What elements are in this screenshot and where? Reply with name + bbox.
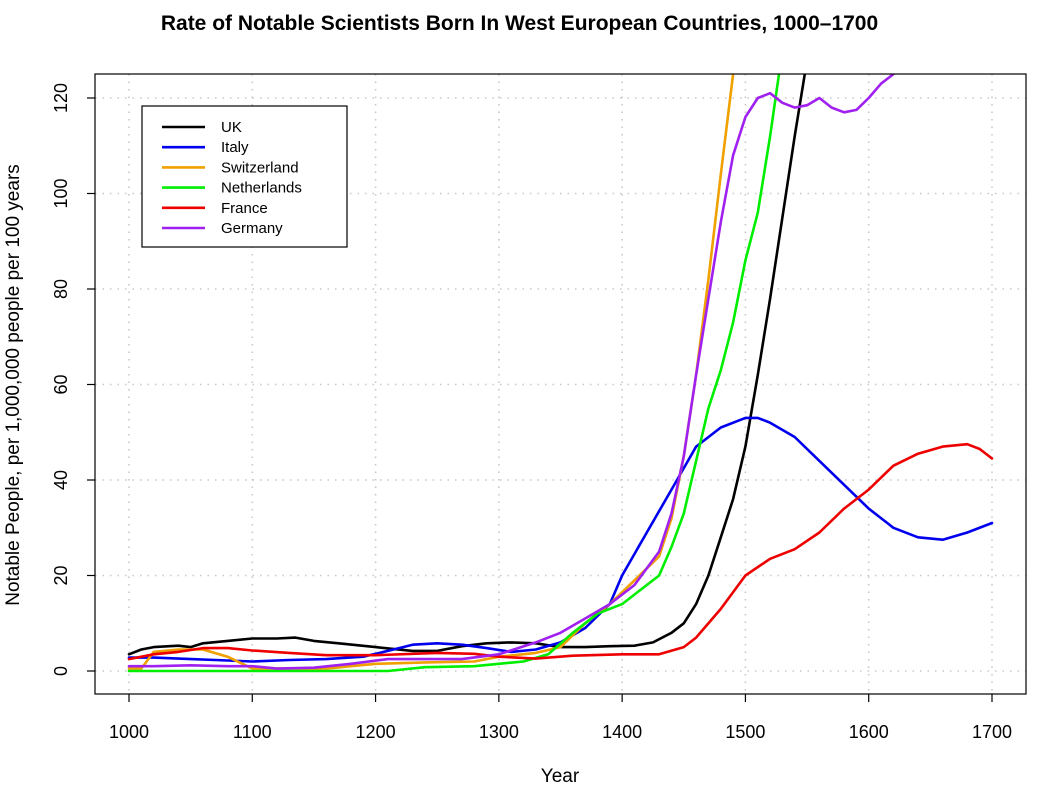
x-tick-label: 1000 [109,722,149,742]
series-group [127,74,994,673]
x-tick-label: 1500 [725,722,765,742]
x-tick-label: 1200 [356,722,396,742]
x-tick-label: 1100 [233,722,272,742]
y-tick-label: 60 [51,374,71,394]
series-line-france [127,442,994,661]
legend-label-netherlands: Netherlands [221,180,302,197]
y-tick-label: 80 [51,279,71,299]
x-tick-label: 1400 [602,722,642,742]
legend-box [141,105,348,248]
legend-label-france: France [221,200,268,217]
legend-label-italy: Italy [221,139,249,156]
series-line-netherlands [127,74,781,673]
x-tick-label: 1300 [479,722,519,742]
legend-label-switzerland: Switzerland [221,159,299,176]
series-line-germany [127,74,896,670]
legend: UK Italy Switzerland Netherlands France Germa… [141,105,348,248]
legend-label-uk: UK [221,119,242,136]
legend-label-germany: Germany [221,220,283,237]
x-axis-label: Year [540,766,580,787]
x-tick-label: 1700 [972,722,1012,742]
series-line-switzerland [127,74,735,670]
y-tick-label: 120 [51,83,71,113]
series-line-italy [127,416,994,663]
y-tick-label: 40 [51,470,71,490]
y-tick-label: 20 [51,565,71,585]
y-tick-label: 100 [51,178,71,208]
y-tick-label: 0 [51,666,71,676]
chart-title: Rate of Notable Scientists Born In West … [160,12,879,35]
y-axis-label: Notable People, per 1,000,000 people per… [3,164,24,606]
x-tick-label: 1600 [849,722,889,742]
series-line-uk [127,74,807,656]
